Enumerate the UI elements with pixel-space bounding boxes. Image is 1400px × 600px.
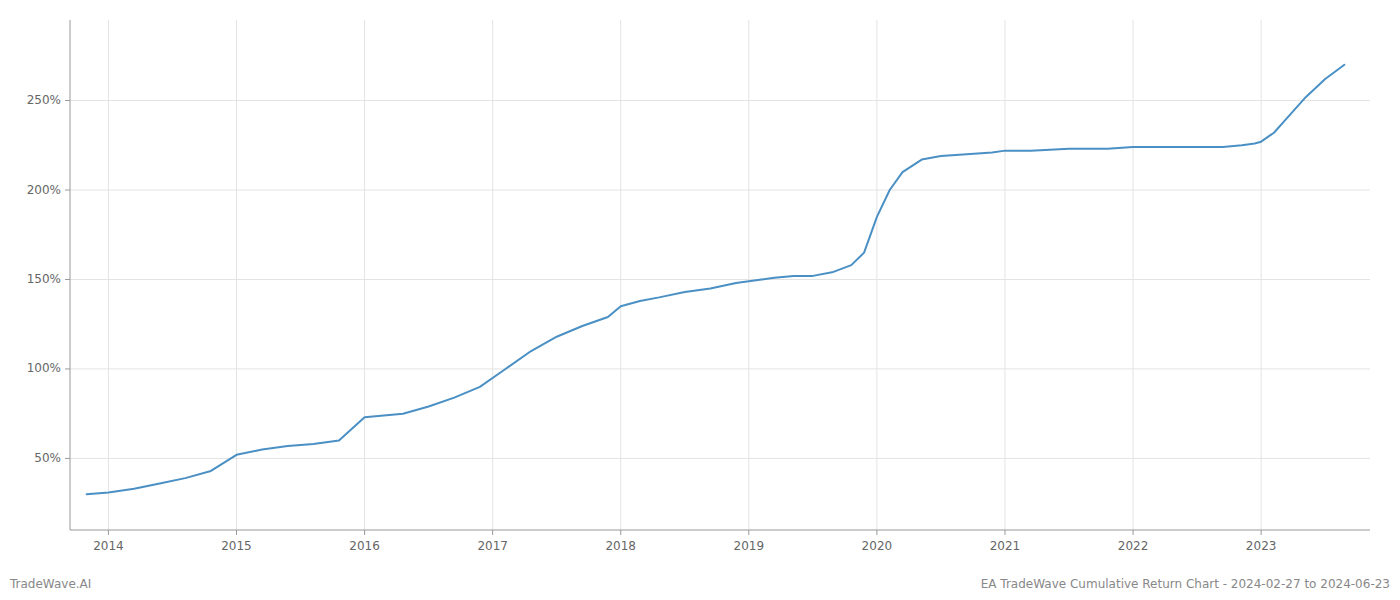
grid-line xyxy=(108,20,109,530)
grid-line xyxy=(70,190,1370,191)
grid-line xyxy=(492,20,493,530)
grid-line xyxy=(1004,20,1005,530)
tick-label: 2022 xyxy=(1118,539,1149,553)
tick-label: 2015 xyxy=(221,539,252,553)
grid-line xyxy=(876,20,877,530)
grid-line xyxy=(748,20,749,530)
tick-label: 2018 xyxy=(605,539,636,553)
tick-mark xyxy=(1261,530,1262,535)
tick-mark xyxy=(65,279,70,280)
chart: 50% 100% 150% 200% 250% 2014 2015 2016 2017 2018 2… xyxy=(0,0,1400,600)
tick-label: 200% xyxy=(27,183,61,197)
grid-line xyxy=(70,100,1370,101)
tick-label: 50% xyxy=(34,451,61,465)
tick-label: 250% xyxy=(27,93,61,107)
x-axis-line xyxy=(70,530,1370,531)
tick-mark xyxy=(748,530,749,535)
tick-mark xyxy=(65,100,70,101)
grid-line xyxy=(70,279,1370,280)
tick-mark xyxy=(65,368,70,369)
grid-line xyxy=(70,368,1370,369)
tick-mark xyxy=(1133,530,1134,535)
tick-mark xyxy=(620,530,621,535)
line xyxy=(87,65,1345,494)
y-axis-line xyxy=(70,20,71,530)
tick-mark xyxy=(65,458,70,459)
plot-area xyxy=(87,65,1345,494)
tick-label: 2021 xyxy=(990,539,1021,553)
grid xyxy=(70,20,1370,530)
tick-label: 2017 xyxy=(477,539,508,553)
tick-mark xyxy=(65,190,70,191)
grid-line xyxy=(236,20,237,530)
tick-mark xyxy=(236,530,237,535)
grid-line xyxy=(620,20,621,530)
grid-line xyxy=(70,458,1370,459)
tick-label: 2023 xyxy=(1246,539,1277,553)
tick-mark xyxy=(364,530,365,535)
tick-mark xyxy=(1004,530,1005,535)
tick-mark xyxy=(108,530,109,535)
tick-label: 100% xyxy=(27,361,61,375)
watermark: TradeWave.AI xyxy=(9,577,91,591)
tick-mark xyxy=(492,530,493,535)
tick-label: 2019 xyxy=(734,539,765,553)
tick-label: 150% xyxy=(27,272,61,286)
grid-line xyxy=(1133,20,1134,530)
tick-label: 2020 xyxy=(862,539,893,553)
tick-label: 2014 xyxy=(93,539,124,553)
title: EA TradeWave Cumulative Return Chart - 2… xyxy=(981,577,1390,591)
tick-label: 2016 xyxy=(349,539,380,553)
grid-line xyxy=(364,20,365,530)
tick-mark xyxy=(876,530,877,535)
grid-line xyxy=(1261,20,1262,530)
axes: 50% 100% 150% 200% 250% 2014 2015 2016 2017 2018 2… xyxy=(27,20,1370,553)
